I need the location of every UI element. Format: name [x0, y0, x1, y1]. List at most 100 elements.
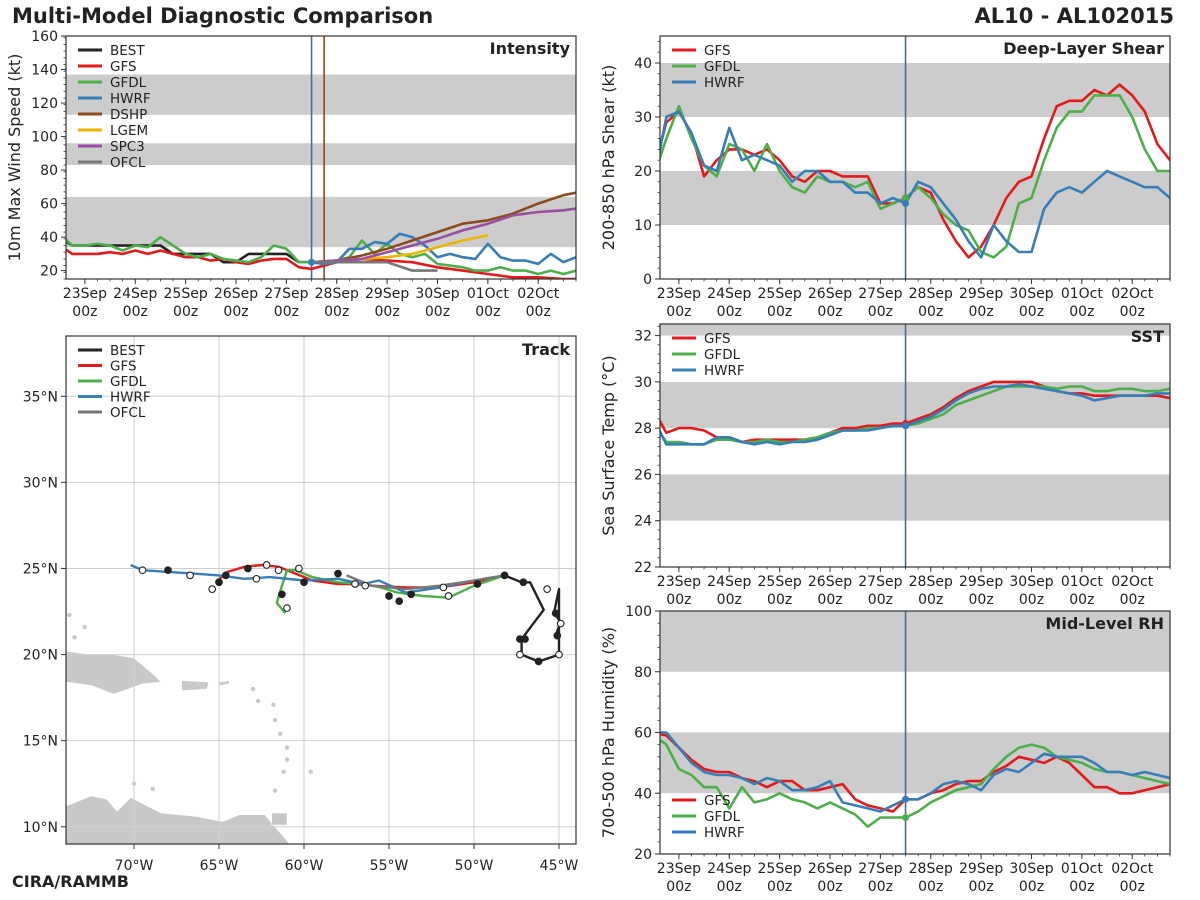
puerto-rico-land: [181, 680, 210, 692]
track-series-hwrf: [130, 563, 505, 594]
intensity-xtick-label-day: 01Oct: [467, 286, 510, 302]
shear-marker-hwrf: [902, 199, 910, 207]
track-xtick-label: 65°W: [200, 858, 239, 874]
shear-xtick-label-day: 29Sep: [959, 286, 1003, 302]
track-position-marker: [186, 571, 194, 580]
track-frame: [65, 335, 577, 845]
rh-xtick-label-hour: 00z: [1019, 879, 1044, 895]
intensity-ytick-label: 40: [40, 230, 58, 246]
track-position-marker: [252, 574, 261, 583]
sst-xtick-label-hour: 00z: [666, 592, 691, 608]
rh-ytick-label: 80: [634, 665, 652, 681]
shear-xtick-label-day: 01Oct: [1061, 286, 1104, 302]
track-position-marker: [164, 566, 172, 575]
rh-ylabel: 700-500 hPa Humidity (%): [599, 627, 618, 838]
shear-series-gfdl: [660, 94, 1170, 259]
shear-xtick-label-hour: 00z: [1120, 304, 1145, 320]
sst-xtick-label-hour: 00z: [918, 592, 943, 608]
track-position-marker: [262, 561, 271, 569]
rh-xtick-label-hour: 00z: [1120, 879, 1145, 895]
rh-xtick-label-hour: 00z: [918, 879, 943, 895]
track-position-marker: [519, 578, 528, 587]
track-position-marker: [439, 583, 448, 592]
intensity-frame: [65, 35, 577, 280]
sst-ytick-label: 32: [634, 329, 652, 345]
shear-xtick-label-day: 26Sep: [808, 286, 852, 302]
credit-label: CIRA/RAMMB: [12, 872, 129, 891]
sst-xtick-label-day: 24Sep: [707, 574, 751, 590]
sst-xtick-label-hour: 00z: [969, 592, 994, 608]
shear-xtick-label-day: 27Sep: [858, 286, 902, 302]
sst-frame: [659, 323, 1171, 568]
rh-xtick-label-day: 27Sep: [858, 861, 902, 877]
rh-marker-hwrf: [902, 795, 910, 803]
island-land: [82, 624, 87, 630]
sst-title: SST: [1131, 327, 1164, 346]
figure-title: Multi-Model Diagnostic Comparison: [12, 4, 434, 28]
track-legend-label-ofcl: OFCL: [110, 405, 146, 421]
sst-ylabel: Sea Surface Temp (°C): [599, 355, 618, 535]
rh-ytick-label: 20: [634, 847, 652, 863]
intensity-ytick-label: 20: [40, 264, 58, 280]
panel-rh: 20 40 60 80 100 23Sep 00z 24Sep 00z 25Sep 00z 26Sep…: [599, 604, 1171, 895]
intensity-xtick-label-hour: 00z: [475, 304, 500, 320]
track-legend-label-gfdl: GFDL: [110, 374, 147, 390]
track-xtick-label: 50°W: [455, 858, 494, 874]
sst-ytick-label: 26: [634, 467, 652, 483]
island-land: [284, 745, 290, 750]
track-ytick-label: 20°N: [23, 648, 58, 664]
track-legend-label-best: BEST: [110, 343, 145, 359]
rh-xtick-label-day: 23Sep: [657, 861, 701, 877]
rh-ytick-label: 100: [625, 604, 652, 620]
island-land: [67, 612, 72, 618]
rh-legend-label-hwrf: HWRF: [704, 825, 745, 841]
trinidad-land: [271, 812, 288, 826]
sst-legend-label-gfs: GFS: [704, 331, 731, 347]
sst-band: [660, 474, 1170, 521]
track-position-marker: [407, 590, 415, 599]
island-land: [271, 702, 276, 707]
intensity-xtick-label-hour: 00z: [526, 304, 551, 320]
shear-legend-label-hwrf: HWRF: [704, 75, 745, 91]
intensity-xtick-label-day: 29Sep: [365, 286, 409, 302]
intensity-series-hwrf: [311, 232, 576, 266]
shear-xtick-label-hour: 00z: [666, 304, 691, 320]
shear-xtick-label-hour: 00z: [969, 304, 994, 320]
rh-band: [660, 611, 1170, 672]
intensity-xtick-label-hour: 00z: [223, 304, 248, 320]
shear-xtick-label-hour: 00z: [868, 304, 893, 320]
panel-intensity: 20 40 60 80 100 120 140 160 23Sep 00z 24Sep 00z 25Se…: [5, 29, 577, 320]
track-position-marker: [473, 580, 482, 588]
rh-xtick-label-hour: 00z: [1069, 879, 1094, 895]
sst-legend-label-gfdl: GFDL: [704, 347, 741, 363]
shear-legend-label-gfs: GFS: [704, 43, 731, 59]
intensity-xtick-label-hour: 00z: [375, 304, 400, 320]
track-position-marker: [244, 564, 252, 573]
intensity-legend-label-best: BEST: [110, 43, 145, 59]
sst-xtick-label-day: 30Sep: [1009, 574, 1053, 590]
sst-plot-area: [660, 324, 1170, 567]
sst-xtick-label-day: 23Sep: [657, 574, 701, 590]
intensity-legend-label-ofcl: OFCL: [110, 155, 146, 171]
track-ytick-label: 30°N: [23, 475, 58, 491]
rh-xtick-label-day: 01Oct: [1061, 861, 1104, 877]
island-land: [255, 698, 261, 704]
rh-legend-label-gfs: GFS: [704, 793, 731, 809]
track-legend-label-gfs: GFS: [110, 359, 137, 375]
track-position-marker: [553, 631, 562, 640]
track-legend-label-hwrf: HWRF: [110, 390, 151, 406]
track-position-marker: [300, 578, 308, 587]
track-position-marker: [215, 578, 223, 587]
island-land: [150, 786, 155, 792]
rh-marker-gfdl: [902, 814, 910, 822]
shear-series-hwrf: [660, 110, 1170, 259]
shear-title: Deep-Layer Shear: [1003, 39, 1164, 58]
sst-xtick-label-hour: 00z: [1069, 592, 1094, 608]
panel-shear: 0 10 20 30 40 23Sep 00z 24Sep 00z 25Sep 00z 26Sep 00…: [599, 35, 1171, 320]
intensity-xtick-label-day: 28Sep: [315, 286, 359, 302]
track-xtick-label: 45°W: [540, 858, 579, 874]
shear-ylabel: 200-850 hPa Shear (kt): [599, 65, 618, 251]
shear-legend-label-gfdl: GFDL: [704, 59, 741, 75]
sst-xtick-label-day: 27Sep: [858, 574, 902, 590]
